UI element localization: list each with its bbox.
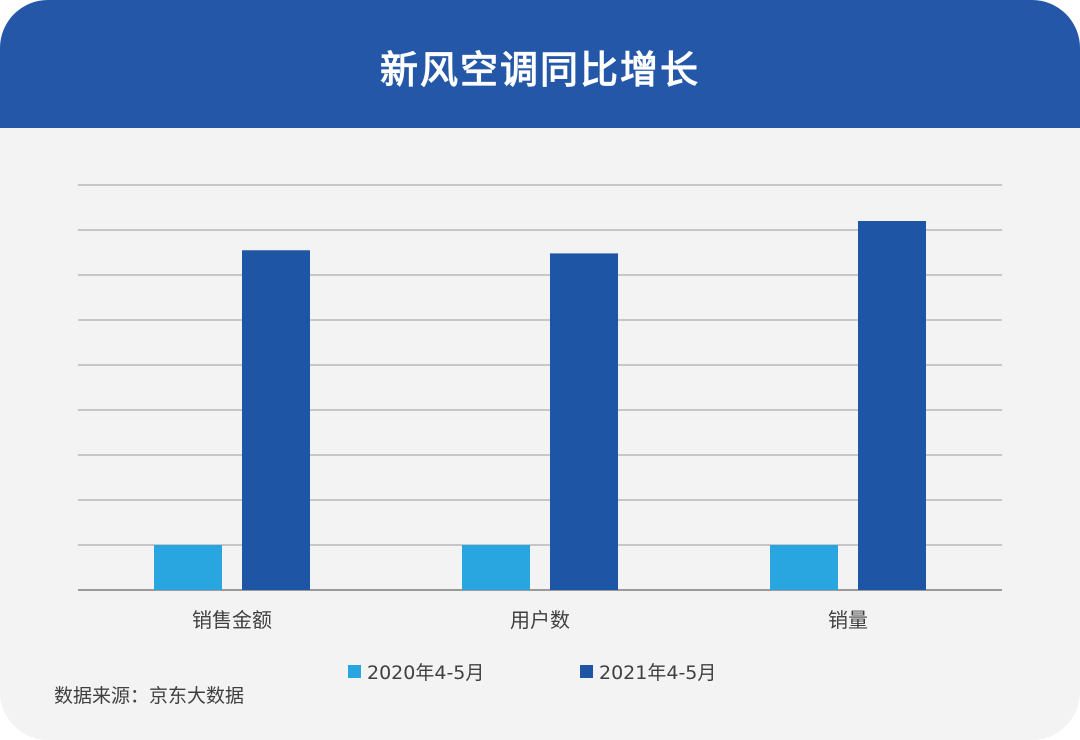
legend-label-2021: 2021年4-5月 <box>599 661 717 684</box>
bar-2021-0 <box>242 250 310 590</box>
bar-2021-2 <box>858 221 926 590</box>
bar-2020-1 <box>462 545 530 590</box>
bar-2021-1 <box>550 253 618 590</box>
x-tick-label: 销售金额 <box>192 608 272 632</box>
legend-item-2021: 2021年4-5月 <box>580 656 716 686</box>
chart-title: 新风空调同比增长 <box>379 47 700 92</box>
bar-2020-0 <box>154 545 222 590</box>
legend-swatch-2021 <box>580 664 593 678</box>
x-tick-label: 销量 <box>828 608 868 632</box>
legend-label-2020: 2020年4-5月 <box>367 661 485 684</box>
legend-item-2020: 2020年4-5月 <box>348 656 484 686</box>
bar-2020-2 <box>770 545 838 590</box>
title-banner: 新风空调同比增长 <box>0 0 1080 128</box>
legend-swatch-2020 <box>348 664 361 678</box>
legend: 2020年4-5月 2021年4-5月 <box>0 656 1080 686</box>
data-source-note: 数据来源：京东大数据 <box>54 685 245 707</box>
x-tick-label: 用户数 <box>510 608 570 632</box>
